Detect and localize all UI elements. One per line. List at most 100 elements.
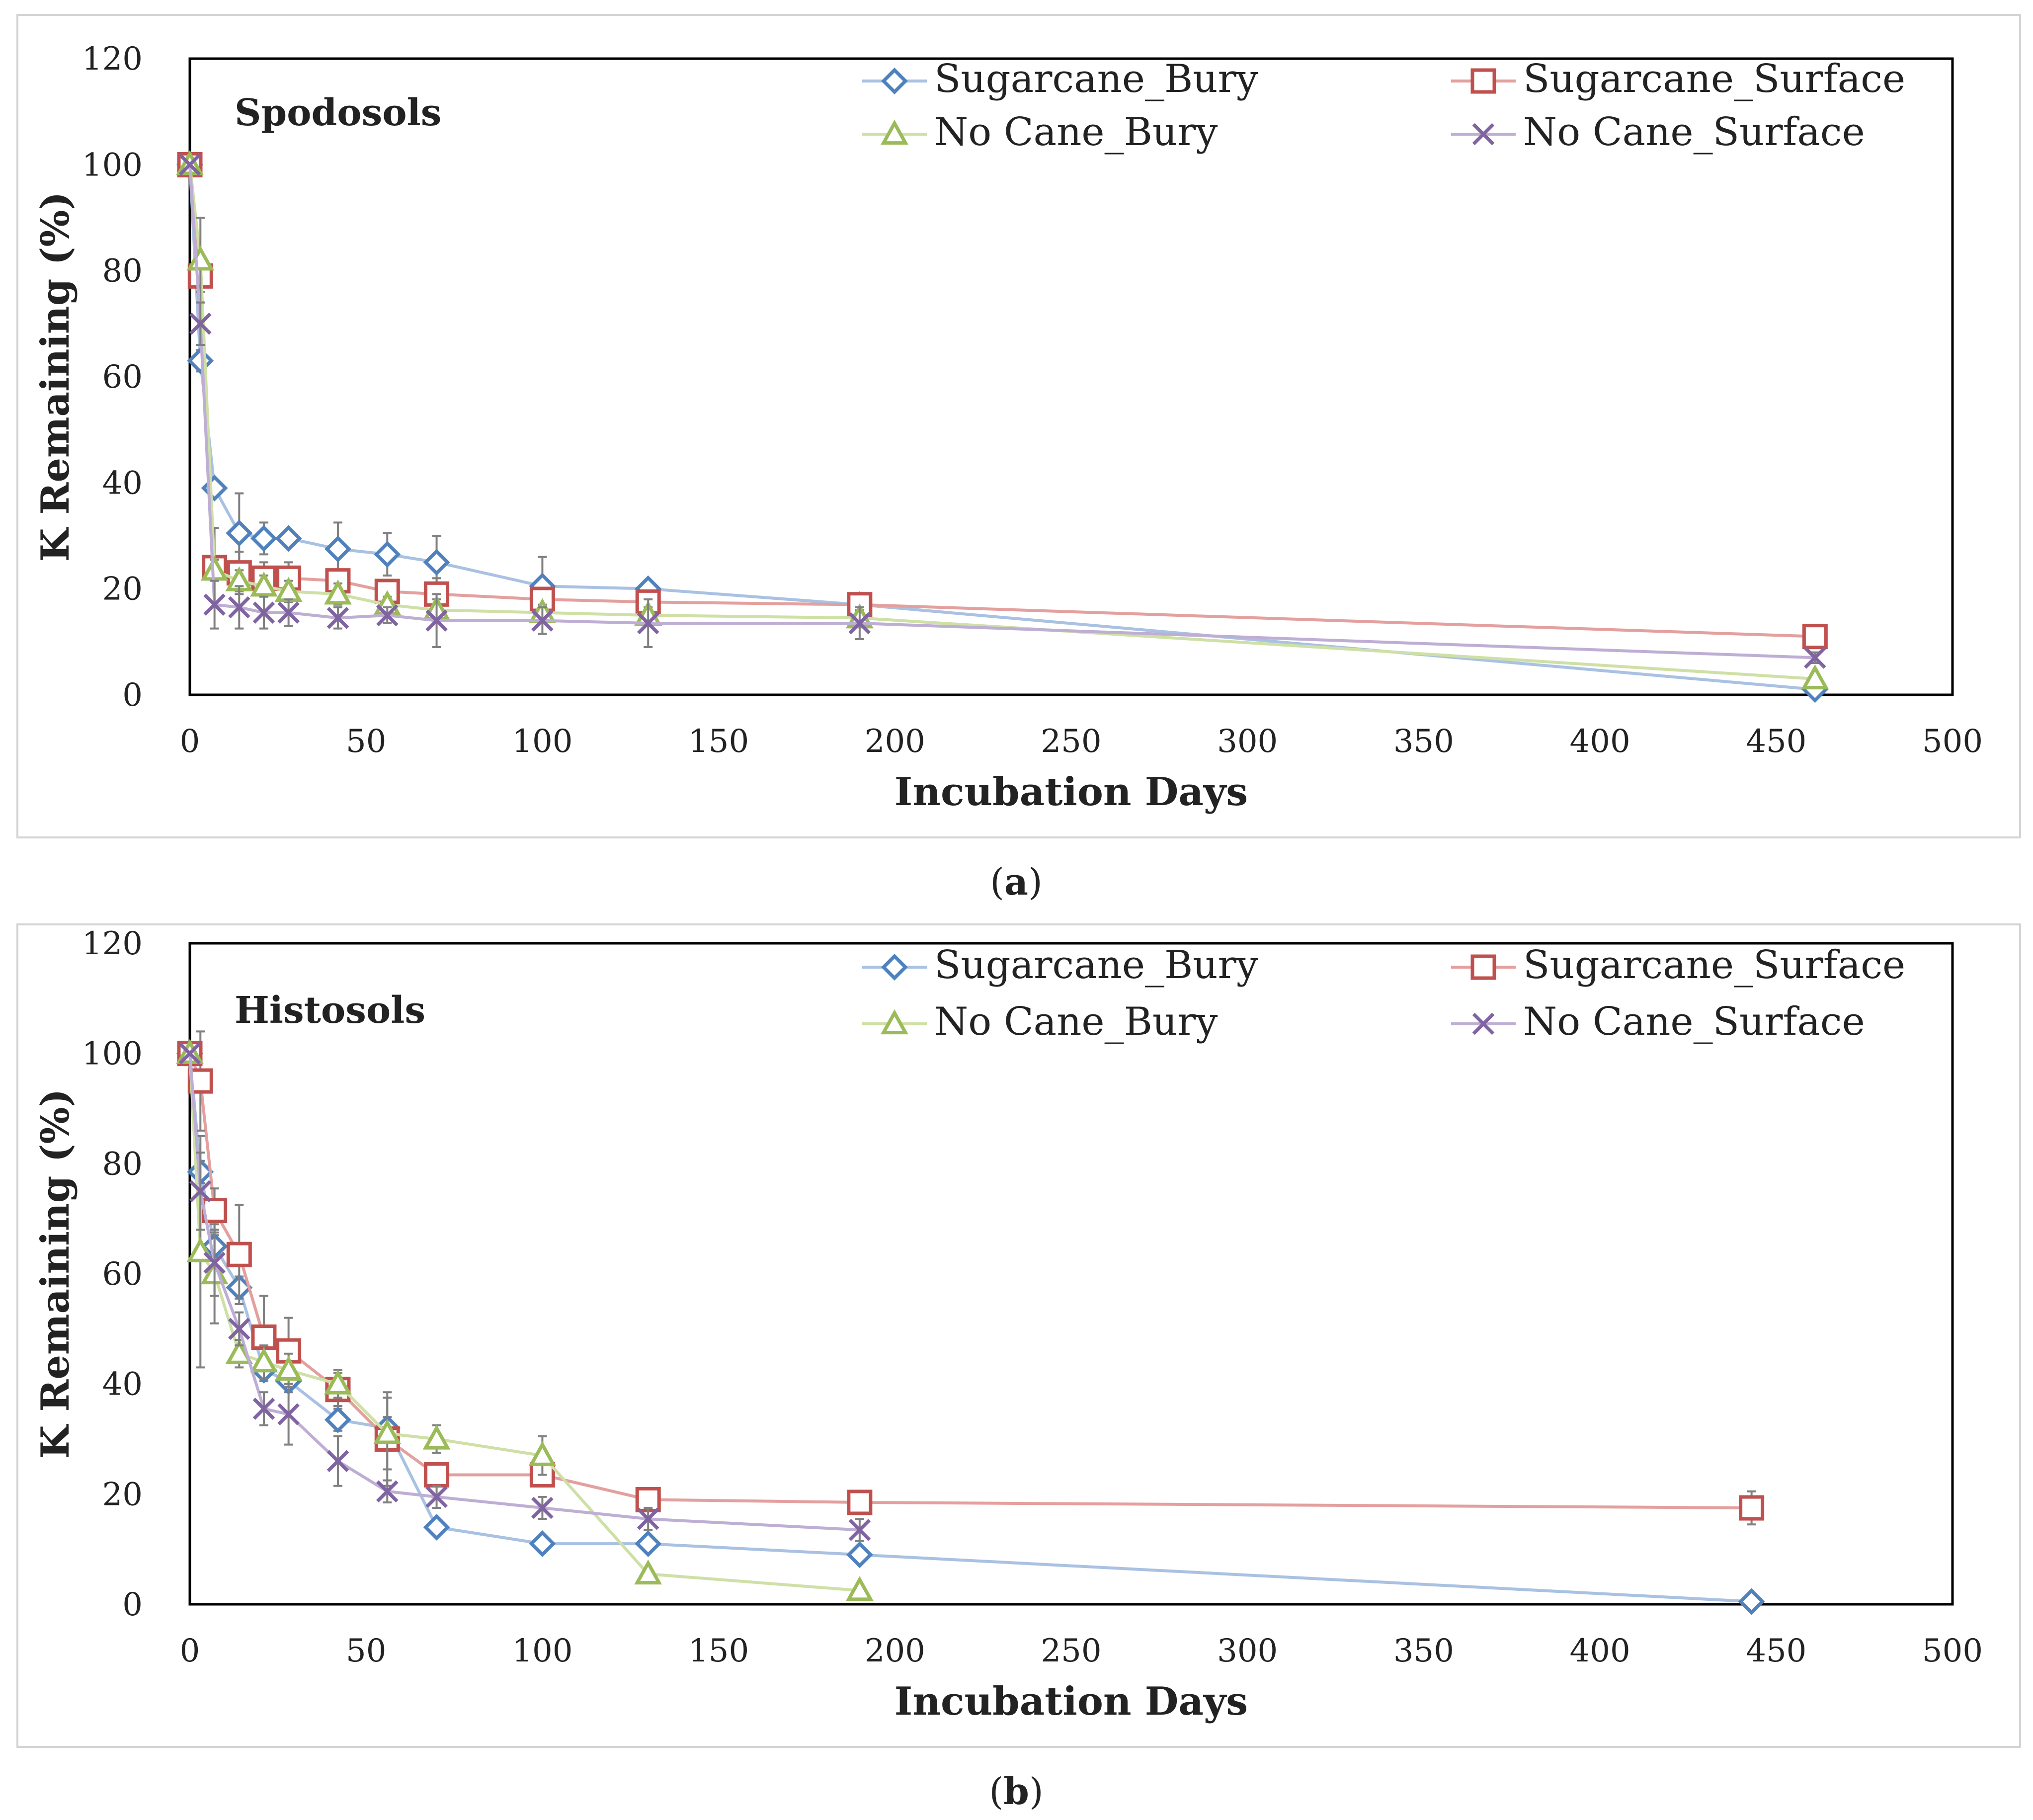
axis-ticks: 0 20 40 60 80 100 120 0 50 100 150 200 250 300 350 400 4…: [82, 925, 1983, 1669]
data-point: [324, 579, 352, 605]
x-tick-label: 0: [180, 1633, 200, 1669]
data-point: [848, 612, 871, 635]
data-point: [1802, 624, 1828, 650]
legend-marker: [1472, 123, 1495, 146]
legend-label: Sugarcane_Surface: [1523, 57, 1905, 101]
x-tick-label: 150: [688, 1633, 749, 1669]
data-point: [225, 1339, 253, 1364]
legend-label: No Cane_Bury: [934, 110, 1218, 155]
legend-marker: [881, 119, 908, 145]
data-point: [324, 1406, 351, 1433]
data-point: [203, 593, 226, 616]
data-point: [1801, 664, 1829, 690]
x-tick-label: 450: [1746, 723, 1806, 760]
legend-item: No Cane_Bury: [862, 999, 1218, 1044]
legend-item: Sugarcane_Bury: [862, 57, 1258, 101]
legend-label: No Cane_Bury: [934, 999, 1218, 1044]
figure-caption: (a): [990, 861, 1043, 904]
x-tick-label: 450: [1746, 1633, 1806, 1669]
x-axis-title: Incubation Days: [895, 1679, 1248, 1724]
x-tick-label: 200: [865, 723, 925, 760]
data-point: [529, 1530, 556, 1558]
data-point: [847, 1489, 873, 1515]
data-point: [250, 525, 277, 552]
data-point: [250, 1347, 278, 1373]
legend-item: Sugarcane_Bury: [862, 943, 1258, 988]
data-point: [531, 1496, 554, 1519]
panel-title: Spodosols: [235, 91, 441, 134]
y-tick-label: 80: [102, 1146, 143, 1182]
x-tick-label: 350: [1393, 723, 1454, 760]
data-point: [635, 1530, 662, 1558]
legend-marker: [1470, 68, 1496, 94]
x-tick-label: 200: [865, 1633, 925, 1669]
data-point: [228, 1318, 250, 1340]
legend-item: No Cane_Surface: [1451, 999, 1865, 1044]
data-point: [846, 1541, 873, 1569]
series-no-cane-surface: [178, 1042, 871, 1542]
y-tick-label: 100: [82, 147, 143, 183]
legend: Sugarcane_Bury Sugarcane_Surface No Cane_B…: [862, 943, 1905, 1044]
y-tick-label: 40: [102, 1366, 143, 1403]
x-tick-label: 100: [512, 723, 572, 760]
y-tick-label: 60: [102, 359, 143, 396]
x-tick-label: 50: [346, 723, 386, 760]
chart-spodosols: 0 20 40 60 80 100 120 0 50 100 150 200 250 300 350 400 4…: [16, 14, 2021, 904]
data-point: [1739, 1495, 1765, 1521]
data-point: [189, 1180, 212, 1203]
x-tick-label: 50: [346, 1633, 386, 1669]
data-point: [376, 604, 399, 627]
data-point: [324, 535, 351, 563]
data-point: [228, 596, 250, 619]
y-axis-title: K Remaining (%): [33, 1089, 78, 1459]
data-point: [324, 1369, 352, 1395]
data-point: [422, 1424, 451, 1450]
y-tick-label: 60: [102, 1256, 143, 1293]
x-tick-label: 400: [1570, 1633, 1630, 1669]
legend-label: No Cane_Surface: [1523, 110, 1865, 155]
chart-panel-a: 0 20 40 60 80 100 120 0 50 100 150 200 250 300 350 400 4…: [16, 14, 2021, 904]
data-point: [276, 1338, 302, 1364]
data-point: [178, 1042, 201, 1065]
y-tick-label: 120: [82, 41, 143, 78]
x-tick-label: 100: [512, 1633, 572, 1669]
y-tick-label: 0: [122, 677, 143, 714]
y-tick-label: 120: [82, 925, 143, 962]
x-tick-label: 400: [1570, 723, 1630, 760]
data-point: [845, 1576, 874, 1601]
data-point: [274, 1355, 303, 1381]
series-line: [188, 1053, 860, 1532]
figure-caption: (b): [989, 1770, 1044, 1813]
data-point: [326, 607, 349, 629]
chart-frame: [16, 923, 2021, 1748]
x-tick-label: 250: [1041, 723, 1101, 760]
data-point: [848, 1519, 871, 1541]
data-point: [423, 549, 450, 576]
x-tick-label: 300: [1217, 723, 1278, 760]
data-point: [326, 1450, 349, 1473]
legend-marker: [881, 1009, 908, 1035]
panel-title: Histosols: [235, 989, 425, 1032]
legend-marker: [881, 68, 908, 94]
legend-item: Sugarcane_Surface: [1451, 943, 1905, 988]
data-point: [637, 1507, 659, 1530]
legend-marker: [1470, 954, 1496, 980]
data-point: [189, 313, 212, 335]
data-point: [277, 601, 300, 624]
x-tick-label: 500: [1922, 1633, 1983, 1669]
legend-label: No Cane_Surface: [1523, 999, 1865, 1044]
chart-panel-b: 0 20 40 60 80 100 120 0 50 100 150 200 250 300 350 400 4…: [0, 910, 2033, 1819]
data-point: [252, 601, 275, 624]
axis-ticks: 0 20 40 60 80 100 120 0 50 100 150 200 250 300 350 400 4…: [82, 41, 1983, 760]
plot-area: [188, 57, 1954, 696]
legend-item: No Cane_Surface: [1451, 110, 1865, 155]
data-point: [528, 1441, 557, 1466]
legend: Sugarcane_Bury Sugarcane_Surface No Cane_B…: [862, 57, 1905, 155]
x-tick-label: 300: [1217, 1633, 1278, 1669]
legend-marker: [1472, 1012, 1495, 1035]
y-tick-label: 100: [82, 1036, 143, 1073]
y-axis-title: K Remaining (%): [33, 192, 78, 562]
data-point: [531, 609, 554, 632]
data-point: [277, 1403, 300, 1425]
chart-histosols: 0 20 40 60 80 100 120 0 50 100 150 200 250 300 350 400 4…: [16, 923, 2021, 1813]
